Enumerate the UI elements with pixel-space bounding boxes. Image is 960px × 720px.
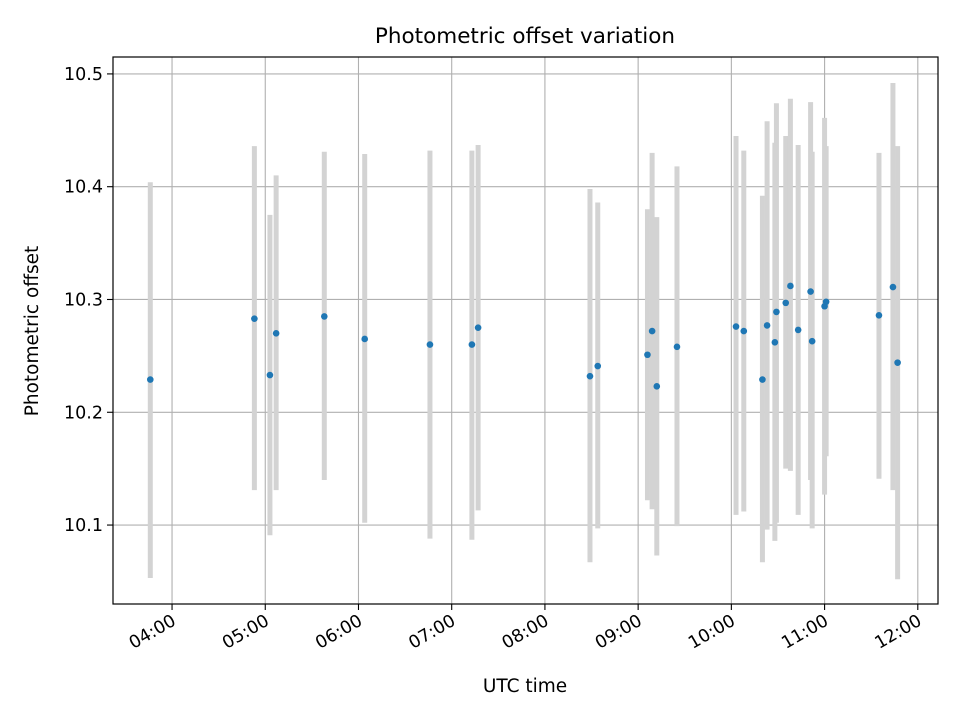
y-axis-label: Photometric offset (22, 246, 43, 417)
data-point (251, 315, 258, 322)
data-point (763, 322, 771, 329)
data-point (648, 327, 656, 335)
y-tick-label: 10.5 (64, 65, 103, 85)
data-point (474, 324, 482, 331)
chart-title: Photometric offset variation (375, 24, 675, 49)
data-point (586, 372, 594, 380)
data-point (732, 323, 740, 330)
data-point (653, 383, 661, 390)
data-point (426, 341, 434, 348)
data-points (146, 282, 901, 390)
data-point (773, 308, 780, 316)
data-point (644, 351, 651, 359)
data-point (771, 339, 779, 346)
plot-frame (112, 56, 939, 605)
y-tick-label: 10.2 (64, 403, 103, 423)
data-point (875, 311, 883, 319)
data-point (808, 337, 816, 345)
data-point (320, 313, 328, 320)
data-point (787, 282, 794, 290)
data-point (782, 299, 790, 307)
data-point (272, 330, 280, 337)
y-axis-ticks: 10.1 10.2 10.3 10.4 10.5 (64, 65, 113, 536)
data-point (794, 326, 802, 334)
y-tick-label: 10.3 (64, 290, 103, 310)
y-tick-label: 10.1 (64, 516, 103, 536)
data-point (361, 335, 368, 343)
y-tick-label: 10.4 (64, 178, 103, 198)
data-point (673, 343, 681, 351)
data-point (146, 376, 154, 383)
data-point (266, 371, 274, 379)
data-point (594, 362, 602, 370)
data-point (889, 283, 897, 291)
data-point (807, 288, 814, 295)
data-point (894, 359, 901, 366)
data-point (759, 376, 766, 383)
data-point (822, 298, 830, 306)
data-point (740, 327, 748, 335)
x-axis-label: UTC time (483, 676, 567, 697)
data-point (468, 341, 476, 348)
